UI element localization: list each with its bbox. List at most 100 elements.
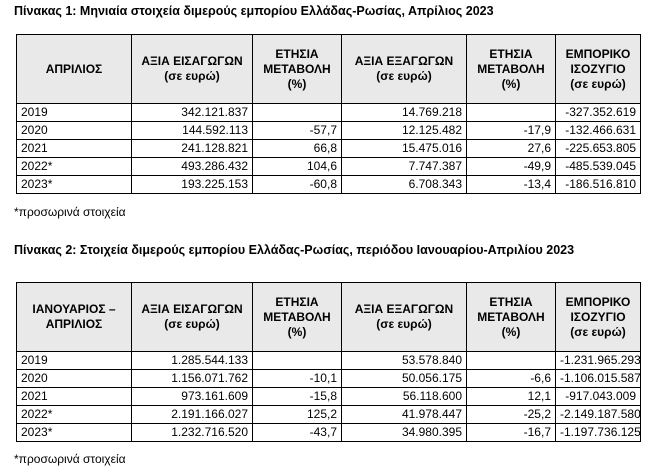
header-line: ΕΤΗΣΙΑ <box>275 46 319 61</box>
table-cell: 14.769.218 <box>341 103 467 122</box>
table-cell: -49,9 <box>466 157 556 176</box>
table-cell: 34.980.395 <box>341 423 467 442</box>
table2-caption: Πίνακας 2: Στοιχεία διμερούς εμπορίου Ελ… <box>14 243 575 257</box>
table-cell: 66,8 <box>252 139 342 158</box>
table-cell: 342.121.837 <box>131 103 253 122</box>
table-cell: -13,4 <box>466 175 556 194</box>
row-year: 2020 <box>16 369 132 388</box>
table-cell: -1.231.965.293 <box>555 351 641 370</box>
table-cell: 125,2 <box>252 405 342 424</box>
table1-header-col-0: ΑΠΡΙΛΙΟΣ <box>16 34 132 104</box>
header-line: (σε ευρώ) <box>164 317 220 331</box>
table-cell: 27,6 <box>466 139 556 158</box>
table-cell: 50.056.175 <box>341 369 467 388</box>
table-cell: 104,6 <box>252 157 342 176</box>
table-row: 2021 973.161.609 -15,8 56.118.600 12,1 -917.0… <box>16 387 641 406</box>
header-line: ΕΤΗΣΙΑ <box>275 294 319 309</box>
header-line: ΙΣΟΖΥΓΙΟ <box>570 61 626 76</box>
table-cell: 7.747.387 <box>341 157 467 176</box>
header-line: (σε ευρώ) <box>164 69 220 83</box>
table-cell: 973.161.609 <box>131 387 253 406</box>
header-line: ΜΕΤΑΒΟΛΗ <box>477 309 545 324</box>
table-cell: 15.475.016 <box>341 139 467 158</box>
header-line: (%) <box>287 324 307 339</box>
table-cell: 1.232.716.520 <box>131 423 253 442</box>
table-cell: -1.106.015.587 <box>555 369 641 388</box>
table-row: 2019 1.285.544.133 53.578.840 -1.231.965.29… <box>16 351 641 370</box>
table-cell: 193.225.153 <box>131 175 253 194</box>
row-year: 2022* <box>16 157 132 176</box>
table-cell: -43,7 <box>252 423 342 442</box>
table-row: 2023* 1.232.716.520 -43,7 34.980.395 -16,7 -1… <box>16 423 641 442</box>
header-line: ΑΞΙΑ ΕΙΣΑΓΩΓΩΝ <box>141 54 243 68</box>
table-cell: 1.285.544.133 <box>131 351 253 370</box>
table2-header-col-2: ΕΤΗΣΙΑ ΜΕΤΑΒΟΛΗ (%) <box>252 282 342 352</box>
table-cell: -132.466.631 <box>555 121 641 140</box>
table-cell: -225.653.805 <box>555 139 641 158</box>
table-cell: -10,1 <box>252 369 342 388</box>
table2-header-col-0: ΙΑΝΟΥΑΡΙΟΣ – ΑΠΡΙΛΙΟΣ <box>16 282 132 352</box>
header-line: ΕΜΠΟΡΙΚΟ <box>565 294 631 309</box>
table2-header-col-3: ΑΞΙΑ ΕΞΑΓΩΓΩΝ (σε ευρώ) <box>341 282 467 352</box>
table1-header-col-1: ΑΞΙΑ ΕΙΣΑΓΩΓΩΝ (σε ευρώ) <box>131 34 253 104</box>
row-year: 2019 <box>16 103 132 122</box>
table1-header-col-3: ΑΞΙΑ ΕΞΑΓΩΓΩΝ (σε ευρώ) <box>341 34 467 104</box>
header-line: ΕΜΠΟΡΙΚΟ <box>565 46 631 61</box>
table-cell: 241.128.821 <box>131 139 253 158</box>
table1-header-col-5: ΕΜΠΟΡΙΚΟ ΙΣΟΖΥΓΙΟ (σε ευρώ) <box>555 34 641 104</box>
table-cell: 41.978.447 <box>341 405 467 424</box>
table-cell: -2.149.187.580 <box>555 405 641 424</box>
table-cell: 1.156.071.762 <box>131 369 253 388</box>
table-cell: 2.191.166.027 <box>131 405 253 424</box>
table-cell: 53.578.840 <box>341 351 467 370</box>
table-cell: 144.592.113 <box>131 121 253 140</box>
header-line: (%) <box>501 324 521 339</box>
header-line: ΙΣΟΖΥΓΙΟ <box>570 309 626 324</box>
row-year: 2023* <box>16 423 132 442</box>
table-cell: -917.043.009 <box>555 387 641 406</box>
header-line: (σε ευρώ) <box>376 69 432 83</box>
table-cell: 6.708.343 <box>341 175 467 194</box>
table-cell: -15,8 <box>252 387 342 406</box>
row-year: 2020 <box>16 121 132 140</box>
header-line: (σε ευρώ) <box>376 317 432 331</box>
header-line: ΜΕΤΑΒΟΛΗ <box>477 61 545 76</box>
header-line: ΑΞΙΑ ΕΙΣΑΓΩΓΩΝ <box>141 302 243 316</box>
table-cell: -6,6 <box>466 369 556 388</box>
header-line: ΕΤΗΣΙΑ <box>489 294 533 309</box>
table2-note: *προσωρινά στοιχεία <box>14 452 126 466</box>
table-cell <box>466 103 556 122</box>
table-row: 2022* 2.191.166.027 125,2 41.978.447 -25,2 -2… <box>16 405 641 424</box>
table1-caption: Πίνακας 1: Μηνιαία στοιχεία διμερούς εμπ… <box>14 4 494 18</box>
row-year: 2023* <box>16 175 132 194</box>
table-cell: -485.539.045 <box>555 157 641 176</box>
table1-header-row: ΑΠΡΙΛΙΟΣ ΑΞΙΑ ΕΙΣΑΓΩΓΩΝ (σε ευρώ) ΕΤΗΣΙΑ ΜΕΤ… <box>16 34 641 104</box>
header-line: ΙΑΝΟΥΑΡΙΟΣ – <box>32 302 116 316</box>
table-cell: -16,7 <box>466 423 556 442</box>
table-cell: -25,2 <box>466 405 556 424</box>
table2: ΙΑΝΟΥΑΡΙΟΣ – ΑΠΡΙΛΙΟΣ ΑΞΙΑ ΕΙΣΑΓΩΓΩΝ (σε ευ… <box>16 282 641 442</box>
table-cell: 12.125.482 <box>341 121 467 140</box>
header-line: ΜΕΤΑΒΟΛΗ <box>263 309 331 324</box>
table-cell: -17,9 <box>466 121 556 140</box>
table-cell: -57,7 <box>252 121 342 140</box>
header-line: ΑΞΙΑ ΕΞΑΓΩΓΩΝ <box>354 302 454 316</box>
table-cell: 12,1 <box>466 387 556 406</box>
table-cell: 56.118.600 <box>341 387 467 406</box>
row-year: 2019 <box>16 351 132 370</box>
table2-header-col-1: ΑΞΙΑ ΕΙΣΑΓΩΓΩΝ (σε ευρώ) <box>131 282 253 352</box>
row-year: 2022* <box>16 405 132 424</box>
table-row: 2019 342.121.837 14.769.218 -327.352.619 <box>16 103 641 122</box>
table-cell: -186.516.810 <box>555 175 641 194</box>
table-row: 2020 144.592.113 -57,7 12.125.482 -17,9 -132.… <box>16 121 641 140</box>
header-line: ΜΕΤΑΒΟΛΗ <box>263 61 331 76</box>
table2-header-col-4: ΕΤΗΣΙΑ ΜΕΤΑΒΟΛΗ (%) <box>466 282 556 352</box>
header-line: ΑΠΡΙΛΙΟΣ <box>45 317 103 331</box>
table-cell: 493.286.432 <box>131 157 253 176</box>
header-line: ΑΠΡΙΛΙΟΣ <box>45 61 103 76</box>
table1-header-col-4: ΕΤΗΣΙΑ ΜΕΤΑΒΟΛΗ (%) <box>466 34 556 104</box>
table-cell <box>252 351 342 370</box>
table-cell <box>252 103 342 122</box>
header-line: ΑΞΙΑ ΕΞΑΓΩΓΩΝ <box>354 54 454 68</box>
table2-header-col-5: ΕΜΠΟΡΙΚΟ ΙΣΟΖΥΓΙΟ (σε ευρώ) <box>555 282 641 352</box>
